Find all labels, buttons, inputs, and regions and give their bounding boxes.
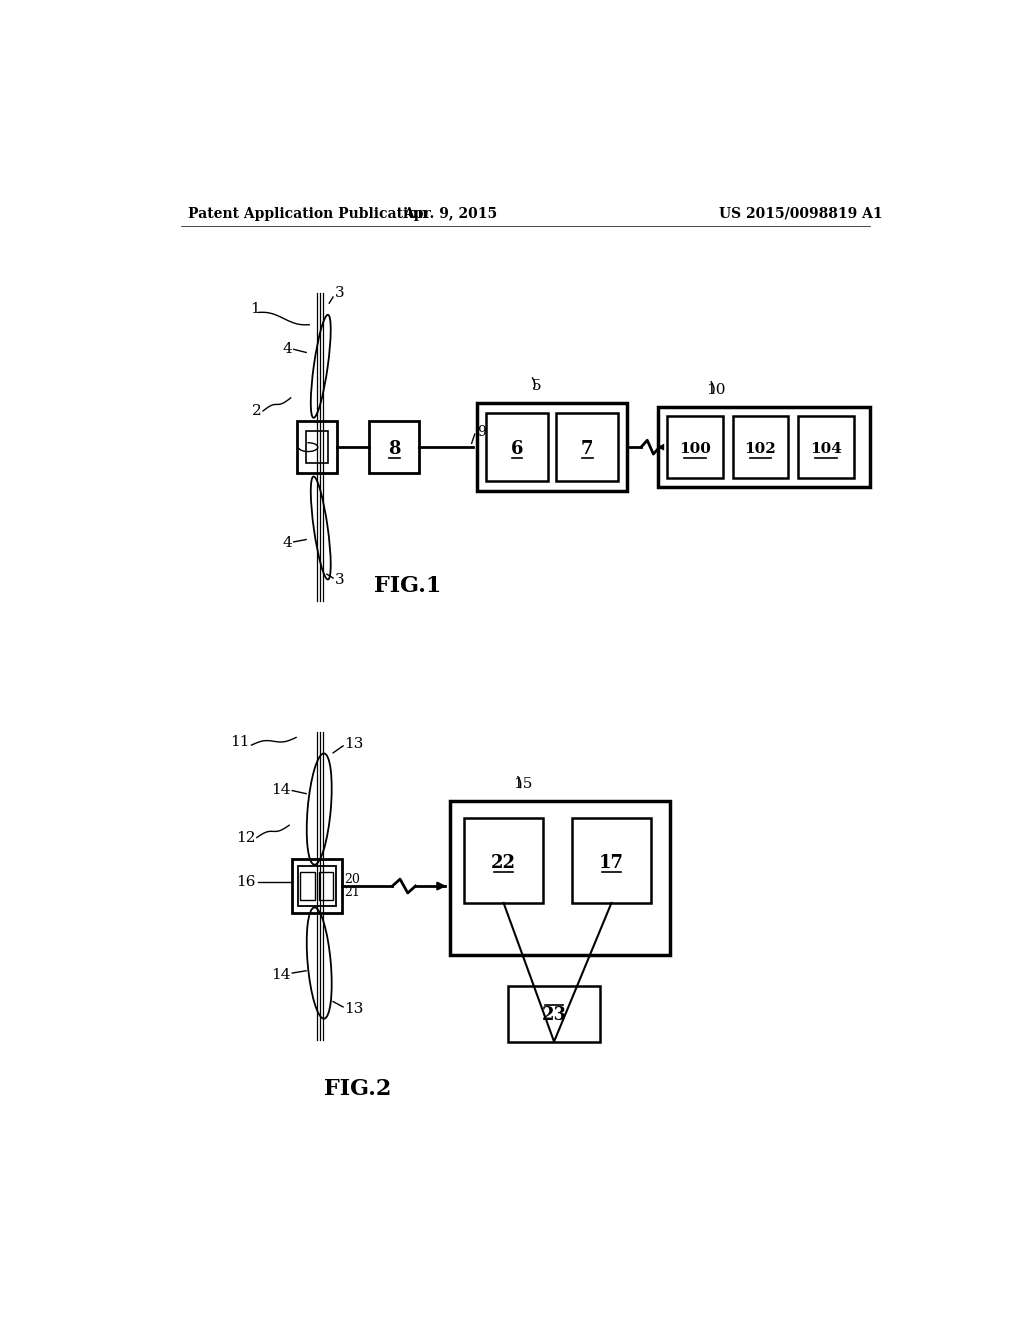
Text: 102: 102	[744, 442, 776, 455]
Text: FIG.2: FIG.2	[324, 1077, 391, 1100]
Text: 11: 11	[230, 735, 250, 748]
Text: Apr. 9, 2015: Apr. 9, 2015	[403, 207, 498, 220]
Text: 3: 3	[335, 286, 344, 300]
Text: 10: 10	[706, 383, 726, 397]
Text: 13: 13	[345, 1002, 364, 1016]
Text: 14: 14	[271, 783, 291, 797]
Text: 15: 15	[514, 777, 532, 792]
Text: 21: 21	[344, 886, 360, 899]
Text: 12: 12	[236, 830, 255, 845]
Text: FIG.1: FIG.1	[374, 574, 441, 597]
Text: 14: 14	[271, 968, 291, 982]
Text: US 2015/0098819 A1: US 2015/0098819 A1	[719, 207, 883, 220]
Text: 3: 3	[335, 573, 344, 587]
Text: 13: 13	[345, 737, 364, 751]
Text: 8: 8	[388, 440, 400, 458]
Text: 9: 9	[477, 425, 485, 438]
Text: 6: 6	[511, 440, 523, 458]
Text: 20: 20	[344, 874, 360, 887]
Text: 4: 4	[283, 536, 292, 550]
Text: 5: 5	[531, 379, 541, 393]
Text: 7: 7	[581, 440, 594, 458]
Text: 22: 22	[492, 854, 516, 873]
Text: Patent Application Publication: Patent Application Publication	[188, 207, 428, 220]
Text: 16: 16	[237, 875, 256, 890]
Text: 23: 23	[542, 1006, 566, 1023]
Text: 100: 100	[679, 442, 711, 455]
Text: 4: 4	[283, 342, 292, 355]
Text: 1: 1	[251, 301, 260, 315]
Text: 104: 104	[810, 442, 842, 455]
Text: 17: 17	[599, 854, 624, 873]
Text: 2: 2	[252, 404, 261, 418]
